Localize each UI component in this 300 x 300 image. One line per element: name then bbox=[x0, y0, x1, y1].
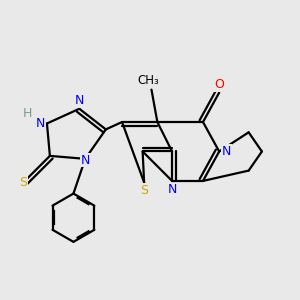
Text: N: N bbox=[167, 183, 177, 196]
Text: N: N bbox=[221, 145, 231, 158]
Text: N: N bbox=[36, 117, 46, 130]
Text: N: N bbox=[80, 154, 90, 167]
Text: CH₃: CH₃ bbox=[138, 74, 159, 87]
Text: S: S bbox=[20, 176, 27, 189]
Text: S: S bbox=[140, 184, 148, 197]
Text: O: O bbox=[214, 78, 224, 91]
Text: N: N bbox=[75, 94, 84, 107]
Text: H: H bbox=[23, 107, 32, 120]
